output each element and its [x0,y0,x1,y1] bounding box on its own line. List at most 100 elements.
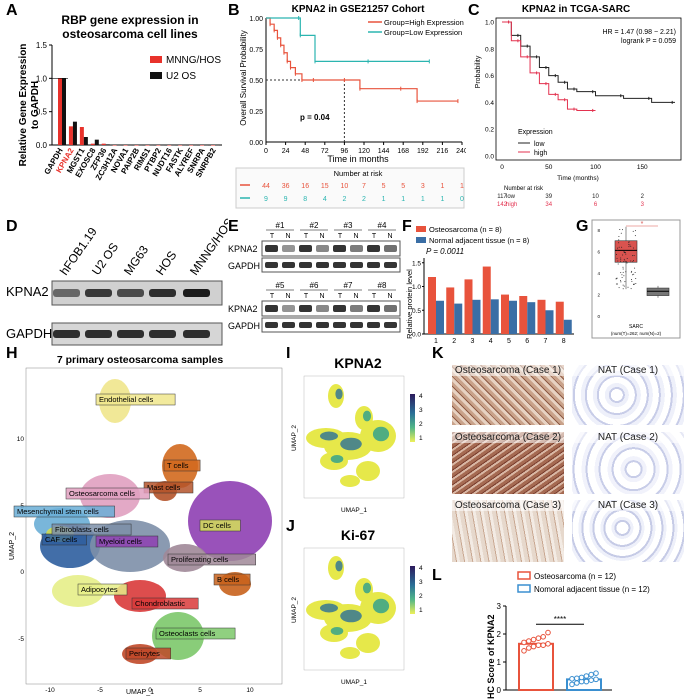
b-xtick-label: 144 [378,148,390,155]
g-point [623,285,625,287]
g-point [634,271,636,273]
panel-label-k: K [432,345,444,362]
h-cluster-label-box [163,459,201,472]
feature-colorbar [410,566,415,614]
e-band-kpna2-t [367,245,380,252]
g-box [614,240,638,263]
k-caption-nat-2: NAT (Case 2) [572,432,684,443]
feature-colorbar [410,394,415,442]
feature-frame [303,375,405,499]
a-bar [72,121,77,145]
h-cluster-label-box [199,519,241,532]
l-point [574,680,580,686]
l-point [583,673,590,679]
feature-hotspot [340,609,362,623]
a-bar [156,145,161,146]
k-image-nat-1: NAT (Case 1) [572,365,684,425]
a-bar [90,143,95,145]
f-legend-os-swatch [416,226,426,232]
g-point [616,283,618,285]
feature-scale-label: 2 [419,421,423,428]
e-band-kpna2-t [367,305,380,312]
e-pair-label: #1 [276,221,285,230]
panel-g-chart: 0 2 4 6 8 * SARC (num(T)=262; num(N)=2) [591,219,681,339]
h-cluster-label-box [65,487,150,500]
d-band-kpna2 [53,289,80,297]
e-pair-label: #7 [344,281,353,290]
a-legend-u2os-swatch [150,72,162,79]
g-point [615,254,617,256]
g-point [635,278,637,280]
a-bar [167,145,172,146]
g-xlabel: SARC [629,324,643,330]
b-risk-low: 9 [284,196,288,203]
g-point [622,254,624,256]
g-point [618,236,620,238]
d-band-gapdh [117,330,144,338]
a-bar [149,145,154,146]
b-ytick-label: 0.75 [249,47,263,54]
b-risk-title: Number at risk [334,169,383,178]
l-point [569,676,575,682]
g-point [633,273,635,275]
feature-cluster [356,633,380,653]
g-point [632,230,634,232]
g-point [617,260,619,262]
l-legend-nat-swatch [517,584,531,593]
l-point [540,642,546,648]
l-legend-os: Osteosarcoma (n = 12) [534,572,616,581]
b-risk-high: 36 [282,183,290,190]
f-ytick-label: 1.0 [412,284,421,291]
l-point [530,643,537,650]
a-bar [62,78,66,145]
c-risk-cell: 34 [545,202,552,208]
g-point [632,247,634,249]
h-cluster-label: Adipocytes [81,585,118,594]
l-legend-os-swatch [517,571,531,580]
g-point [630,245,632,247]
l-point [588,671,594,678]
h-cluster-label: Fibroblasts cells [55,525,109,534]
f-bar [454,303,463,334]
h-cluster-label-box [95,393,176,406]
g-point [617,249,619,251]
l-legend-nat: Nomoral adjacent tissue (n = 12) [534,585,650,594]
a-bar [105,144,110,145]
e-lane-t: T [270,293,275,300]
b-risk-low: 2 [342,196,346,203]
c-xlabel: Time (months) [557,175,599,182]
h-cluster-label-box [143,481,194,494]
c-xtick-label: 50 [545,164,553,171]
g-point [624,281,626,283]
d-row-gapdh: GAPDH [6,326,52,341]
b-legend-low: Group=Low Expression [384,28,462,37]
e-band-gapdh-n [282,322,295,328]
l-point [545,641,551,647]
e-lane-t: T [372,233,377,240]
h-cluster-label: CAF cells [45,535,77,544]
c-hr: HR = 1.47 (0.98 − 2.21) [602,29,676,36]
e-lane-n: N [285,233,290,240]
g-point [632,255,634,257]
e-band-kpna2-n [282,245,295,252]
h-ytick-label: -5 [18,636,24,643]
c-risk-cell: 117 [497,194,507,200]
h-cluster-label-box [51,523,132,536]
a-bar [200,145,205,146]
k-caption-os-2: Osteosarcoma (Case 2) [452,432,564,443]
k-image-os-1: Osteosarcoma (Case 1) [452,365,564,425]
b-xtick-label: 192 [417,148,429,155]
g-point [616,257,618,259]
l-point [569,681,575,688]
e-blot-gapdh [261,257,401,273]
h-ylabel: UMAP_2 [9,532,16,560]
e-band-gapdh-t [299,322,312,328]
g-point [634,267,636,269]
c-risk-cell: 39 [545,194,552,200]
l-ylabel: IHC Score of KPNA2 [486,614,496,699]
a-ytick-label: 0.0 [36,141,48,150]
g-point [620,259,622,261]
h-cluster-label-box [95,535,159,548]
f-ytick-label: 0.5 [412,308,421,315]
